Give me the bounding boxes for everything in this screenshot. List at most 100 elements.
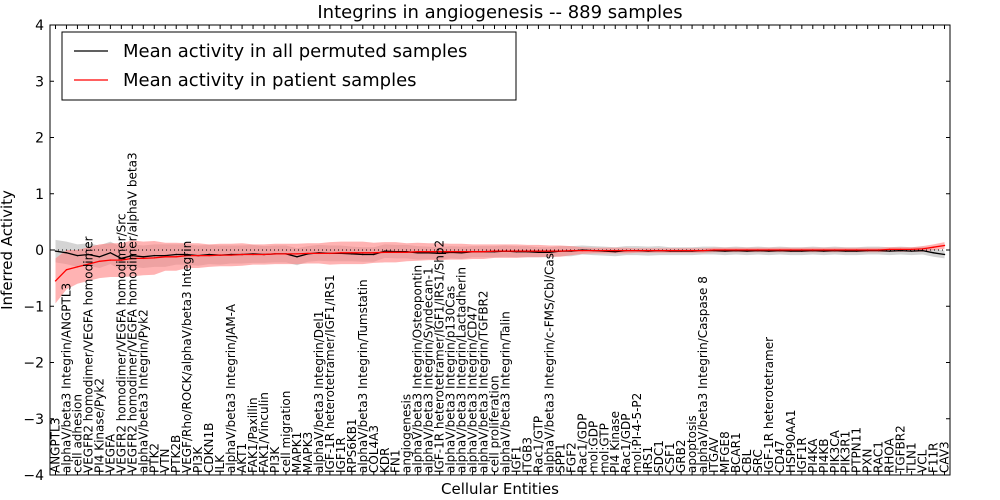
data-point bbox=[417, 252, 419, 254]
x-tick-label: SRC bbox=[751, 449, 765, 473]
y-tick-label: −2 bbox=[23, 356, 44, 372]
data-point bbox=[614, 251, 616, 253]
data-point bbox=[746, 250, 748, 252]
x-tick-label: MAPK1 bbox=[290, 432, 304, 473]
data-point bbox=[65, 269, 68, 271]
data-point bbox=[658, 249, 660, 252]
data-point bbox=[230, 254, 232, 256]
data-point bbox=[153, 257, 155, 259]
x-tick-label: mol:GTP bbox=[597, 423, 611, 473]
data-point bbox=[921, 248, 924, 250]
data-point bbox=[384, 251, 386, 253]
x-tick-label: IGF-1R heterotetramer/IGF1/IRS1 bbox=[323, 274, 337, 473]
data-point bbox=[943, 244, 946, 247]
data-point bbox=[724, 249, 726, 251]
data-point bbox=[888, 250, 891, 252]
x-tick-label: alphaV/beta3 Integrin/Osteopontin bbox=[411, 265, 425, 473]
data-point bbox=[867, 249, 869, 251]
x-tick-label: VEGFR2 homodimer/VEGFA homodimer bbox=[81, 236, 95, 473]
data-point bbox=[691, 249, 693, 252]
x-tick-label: PI4KB bbox=[817, 438, 831, 473]
data-point bbox=[768, 249, 770, 251]
data-point bbox=[812, 249, 814, 251]
data-point bbox=[713, 249, 715, 251]
data-point bbox=[801, 249, 803, 251]
chart-title: Integrins in angiogenesis -- 889 samples bbox=[317, 2, 682, 23]
data-point bbox=[285, 253, 287, 255]
data-point bbox=[735, 249, 737, 251]
data-point bbox=[746, 249, 748, 251]
data-point bbox=[493, 250, 496, 252]
data-point bbox=[186, 253, 188, 256]
x-tick-label: PI4 Kinase bbox=[608, 411, 622, 473]
x-tick-label: BCAR1 bbox=[729, 432, 743, 473]
data-point bbox=[460, 252, 463, 254]
x-tick-label: IGF-1R heterotetramer/IGF1/IRS1/Shp2 bbox=[433, 240, 447, 473]
y-tick-label: −4 bbox=[23, 468, 44, 484]
x-tick-label: alphaV/beta3 Integrin/c-FMS/Cbl/Cas bbox=[542, 253, 556, 473]
x-tick-label: RAC1 bbox=[872, 441, 886, 473]
data-point bbox=[329, 252, 331, 255]
data-point bbox=[395, 251, 397, 253]
x-tick-label: PIK3CA bbox=[828, 429, 842, 473]
data-point bbox=[340, 252, 342, 254]
data-point bbox=[87, 263, 90, 265]
data-point bbox=[175, 256, 177, 258]
x-tick-label: IGF1R bbox=[795, 437, 809, 473]
data-point bbox=[406, 251, 408, 253]
y-tick-label: 3 bbox=[35, 74, 44, 90]
x-tick-label: PXN bbox=[861, 449, 875, 473]
x-tick-label: COL4A3 bbox=[367, 425, 381, 473]
data-point bbox=[120, 257, 123, 260]
x-tick-label: CD47 bbox=[773, 440, 787, 473]
data-point bbox=[636, 249, 638, 252]
x-tick-label: KDR bbox=[378, 448, 392, 473]
data-point bbox=[823, 250, 825, 252]
data-point bbox=[142, 257, 144, 260]
x-tick-label: RPS6KB1 bbox=[345, 418, 359, 473]
data-point bbox=[504, 250, 507, 252]
data-point bbox=[570, 249, 572, 252]
data-point bbox=[856, 250, 858, 252]
x-tick-label: PTK2B bbox=[169, 435, 183, 473]
y-tick-label: 4 bbox=[35, 18, 44, 34]
data-point bbox=[790, 250, 792, 252]
x-tick-label: PTK2 bbox=[147, 443, 161, 473]
data-point bbox=[823, 249, 825, 251]
x-tick-label: IGF1R bbox=[334, 437, 348, 473]
data-point bbox=[252, 253, 254, 256]
data-point bbox=[438, 251, 441, 253]
data-point bbox=[482, 251, 485, 253]
data-point bbox=[98, 260, 101, 262]
y-tick-label: 2 bbox=[35, 131, 44, 147]
data-point bbox=[581, 249, 583, 252]
x-tick-label: RHOA bbox=[883, 437, 897, 473]
x-tick-label: alphaV/beta3 Integrin/Tumstatin bbox=[356, 279, 370, 473]
data-point bbox=[120, 259, 123, 261]
x-tick-label: alphaV/beta3 Integrin/Lactadherin bbox=[455, 267, 469, 473]
data-point bbox=[603, 249, 605, 252]
x-tick-label: VCL bbox=[916, 449, 930, 473]
data-point bbox=[768, 250, 770, 252]
data-point bbox=[845, 250, 847, 252]
data-point bbox=[625, 249, 627, 252]
data-point bbox=[197, 254, 199, 257]
data-point bbox=[592, 249, 594, 252]
y-tick-label: 1 bbox=[35, 187, 44, 203]
data-point bbox=[373, 252, 375, 254]
data-point bbox=[373, 253, 375, 256]
x-tick-label: cell adhesion bbox=[70, 394, 84, 473]
x-tick-label: mol:GDP bbox=[586, 421, 600, 473]
x-tick-label: FAK1/Paxillin bbox=[246, 397, 260, 473]
data-point bbox=[537, 251, 540, 253]
data-point bbox=[932, 252, 935, 254]
x-tick-label: VTN bbox=[158, 448, 172, 473]
data-point bbox=[351, 252, 353, 254]
data-point bbox=[438, 252, 441, 255]
legend-entry-patient: Mean activity in patient samples bbox=[123, 70, 417, 91]
x-tick-label: TLN1 bbox=[905, 442, 919, 474]
data-point bbox=[899, 248, 902, 251]
data-point bbox=[460, 251, 463, 253]
data-point bbox=[845, 249, 847, 251]
